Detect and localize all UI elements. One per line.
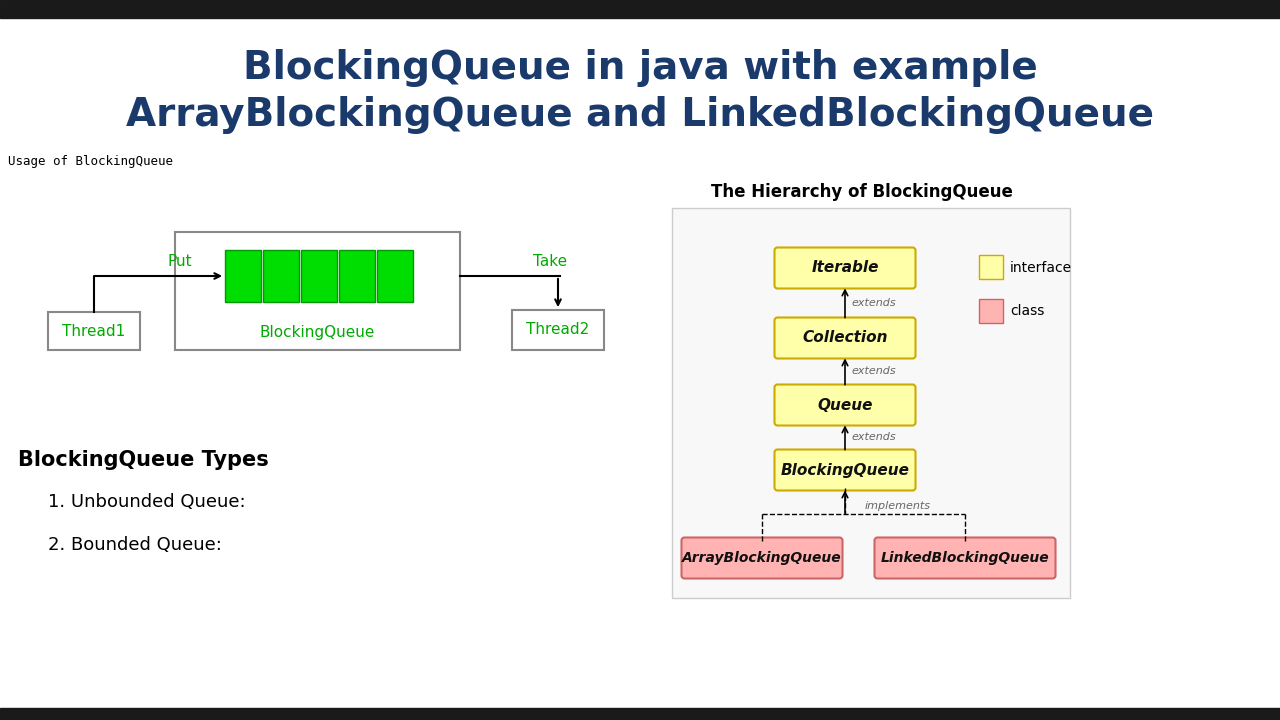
- Text: The Hierarchy of BlockingQueue: The Hierarchy of BlockingQueue: [712, 183, 1012, 201]
- FancyBboxPatch shape: [774, 449, 915, 490]
- Bar: [49, 312, 140, 350]
- Text: extends: extends: [851, 298, 896, 308]
- Text: ArrayBlockingQueue and LinkedBlockingQueue: ArrayBlockingQueue and LinkedBlockingQue…: [125, 96, 1155, 134]
- Text: LinkedBlockingQueue: LinkedBlockingQueue: [881, 551, 1050, 565]
- Text: Put: Put: [168, 254, 192, 269]
- Text: extends: extends: [851, 366, 896, 377]
- FancyBboxPatch shape: [874, 538, 1056, 578]
- FancyBboxPatch shape: [681, 538, 842, 578]
- Bar: [339, 250, 375, 302]
- FancyBboxPatch shape: [774, 248, 915, 289]
- FancyBboxPatch shape: [979, 299, 1004, 323]
- Text: 2. Bounded Queue:: 2. Bounded Queue:: [49, 536, 221, 554]
- Text: BlockingQueue Types: BlockingQueue Types: [18, 450, 269, 470]
- FancyBboxPatch shape: [774, 384, 915, 426]
- FancyBboxPatch shape: [774, 318, 915, 359]
- Text: implements: implements: [865, 501, 931, 511]
- Text: Take: Take: [532, 254, 567, 269]
- Bar: [0, 0, 1280, 18]
- Bar: [175, 232, 460, 350]
- Text: BlockingQueue: BlockingQueue: [260, 325, 375, 340]
- Text: BlockingQueue in java with example: BlockingQueue in java with example: [243, 49, 1037, 87]
- Text: BlockingQueue: BlockingQueue: [781, 462, 910, 477]
- Text: Collection: Collection: [803, 330, 888, 346]
- Text: 1. Unbounded Queue:: 1. Unbounded Queue:: [49, 493, 246, 511]
- Text: Thread2: Thread2: [526, 323, 590, 338]
- Text: Iterable: Iterable: [812, 261, 879, 276]
- Bar: [378, 250, 413, 302]
- Text: Usage of BlockingQueue: Usage of BlockingQueue: [8, 156, 173, 168]
- Text: extends: extends: [851, 433, 896, 443]
- Bar: [262, 250, 300, 302]
- Text: Thread1: Thread1: [63, 323, 125, 338]
- Bar: [225, 250, 261, 302]
- Text: class: class: [1010, 304, 1044, 318]
- FancyBboxPatch shape: [979, 255, 1004, 279]
- Text: ArrayBlockingQueue: ArrayBlockingQueue: [682, 551, 842, 565]
- Text: interface: interface: [1010, 261, 1073, 275]
- Bar: [0, 708, 1280, 720]
- Bar: [512, 310, 604, 350]
- Bar: [301, 250, 337, 302]
- Text: Queue: Queue: [817, 397, 873, 413]
- Bar: [672, 208, 1070, 598]
